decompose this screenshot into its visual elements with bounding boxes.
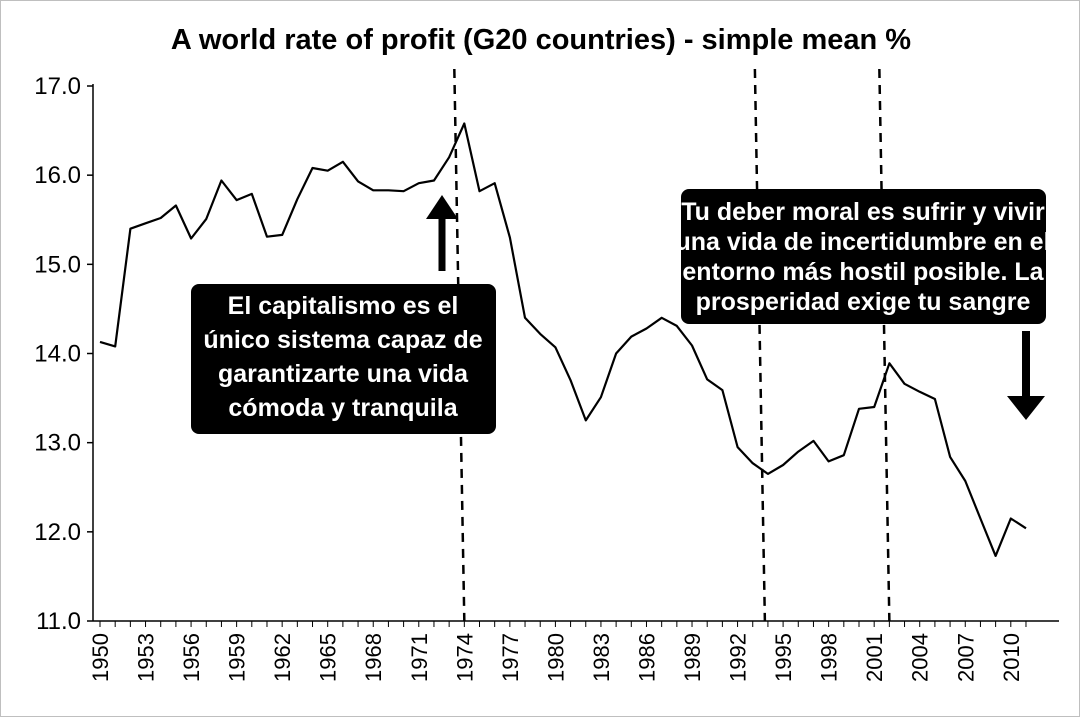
x-tick-label: 1959: [225, 633, 250, 682]
annotation-text: cómoda y tranquila: [228, 394, 458, 422]
x-tick-label: 1995: [771, 633, 796, 682]
x-tick-label: 2004: [908, 633, 933, 682]
annotation-text: Tu deber moral es sufrir y vivir: [681, 198, 1045, 226]
x-tick-label: 1968: [361, 633, 386, 682]
vertical-dashed-line: [755, 69, 765, 621]
annotation-text: único sistema capaz de: [203, 326, 482, 354]
annotation-text: prosperidad exige tu sangre: [696, 288, 1031, 316]
arrow-down-icon: [1007, 396, 1045, 420]
y-tick-label: 12.0: [34, 519, 81, 546]
x-tick-label: 1998: [817, 633, 842, 682]
x-axis-ticks: 1950 1953 1956 1959 1962 1965 1968 1971 1974 1977…: [88, 621, 1026, 682]
annotation-text: garantizarte una vida: [218, 360, 469, 388]
x-tick-label: 1986: [634, 633, 659, 682]
x-tick-label: 1971: [407, 633, 432, 682]
annotations: El capitalismo es el único sistema capaz …: [191, 189, 1051, 434]
x-tick-label: 1962: [270, 633, 295, 682]
annotation-text: El capitalismo es el: [228, 292, 459, 320]
arrow-up-icon: [426, 195, 458, 219]
y-tick-label: 11.0: [36, 608, 81, 635]
annotation-text: entorno más hostil posible. La: [682, 258, 1044, 286]
annotation-text: una vida de incertidumbre en el: [675, 228, 1050, 256]
x-tick-label: 1980: [543, 633, 568, 682]
y-tick-label: 14.0: [34, 341, 81, 368]
x-tick-label: 1953: [134, 633, 159, 682]
x-tick-label: 1977: [498, 633, 523, 682]
x-tick-label: 1992: [726, 633, 751, 682]
vertical-dashed-line: [879, 69, 889, 621]
chart-title: A world rate of profit (G20 countries) -…: [171, 24, 911, 56]
x-tick-label: 2010: [999, 633, 1024, 682]
x-tick-label: 1983: [589, 633, 614, 682]
x-tick-label: 1989: [680, 633, 705, 682]
y-axis-ticks: 11.0 12.0 13.0 14.0 15.0 16.0 17.0: [34, 73, 93, 635]
x-tick-label: 1950: [88, 633, 113, 682]
y-tick-label: 17.0: [34, 73, 81, 100]
x-tick-label: 1974: [452, 633, 477, 682]
x-tick-label: 1965: [316, 633, 341, 682]
vertical-markers: [454, 69, 889, 621]
x-tick-label: 2001: [862, 633, 887, 682]
y-tick-label: 13.0: [34, 430, 81, 457]
x-tick-label: 2007: [953, 633, 978, 682]
y-tick-label: 16.0: [34, 162, 81, 189]
y-tick-label: 15.0: [34, 251, 81, 278]
x-tick-label: 1956: [179, 633, 204, 682]
